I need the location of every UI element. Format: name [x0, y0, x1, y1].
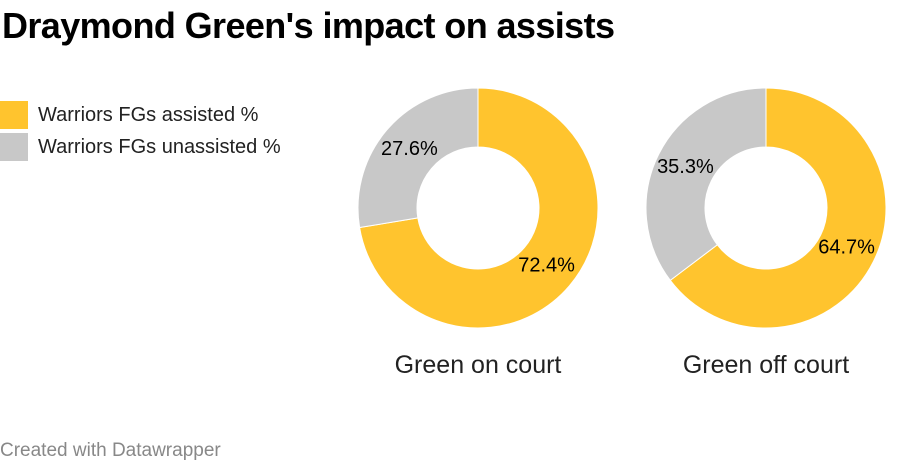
donut-caption-2: Green off court	[683, 351, 849, 379]
slice-assisted-1	[359, 87, 599, 329]
donut-1: 72.4% 27.6% Green on court	[357, 87, 599, 379]
legend-swatch-unassisted	[0, 133, 28, 161]
donut-caption-1: Green on court	[395, 351, 562, 379]
legend-label-assisted: Warriors FGs assisted %	[38, 103, 259, 126]
legend-item-assisted: Warriors FGs assisted %	[0, 100, 281, 130]
slice-label-assisted-1: 72.4%	[518, 255, 575, 277]
donut-2: 64.7% 35.3% Green off court	[645, 87, 887, 379]
chart-legend: Warriors FGs assisted % Warriors FGs una…	[0, 100, 281, 164]
slice-label-assisted-2: 64.7%	[818, 236, 875, 258]
slice-label-unassisted-1: 27.6%	[381, 138, 438, 160]
legend-item-unassisted: Warriors FGs unassisted %	[0, 132, 281, 162]
donut-charts-svg: 72.4% 27.6% Green on court 64.7% 35.3% Green …	[357, 87, 887, 379]
slice-unassisted-2	[645, 87, 767, 282]
slice-unassisted-1	[357, 87, 479, 229]
slice-label-unassisted-2: 35.3%	[657, 156, 714, 178]
chart-title: Draymond Green's impact on assists	[2, 5, 615, 46]
slice-assisted-2	[669, 87, 887, 329]
legend-swatch-assisted	[0, 101, 28, 129]
donut-charts: 72.4% 27.6% Green on court 64.7% 35.3% Green …	[340, 80, 900, 390]
legend-label-unassisted: Warriors FGs unassisted %	[38, 135, 281, 158]
datawrapper-credit: Created with Datawrapper	[0, 440, 221, 461]
